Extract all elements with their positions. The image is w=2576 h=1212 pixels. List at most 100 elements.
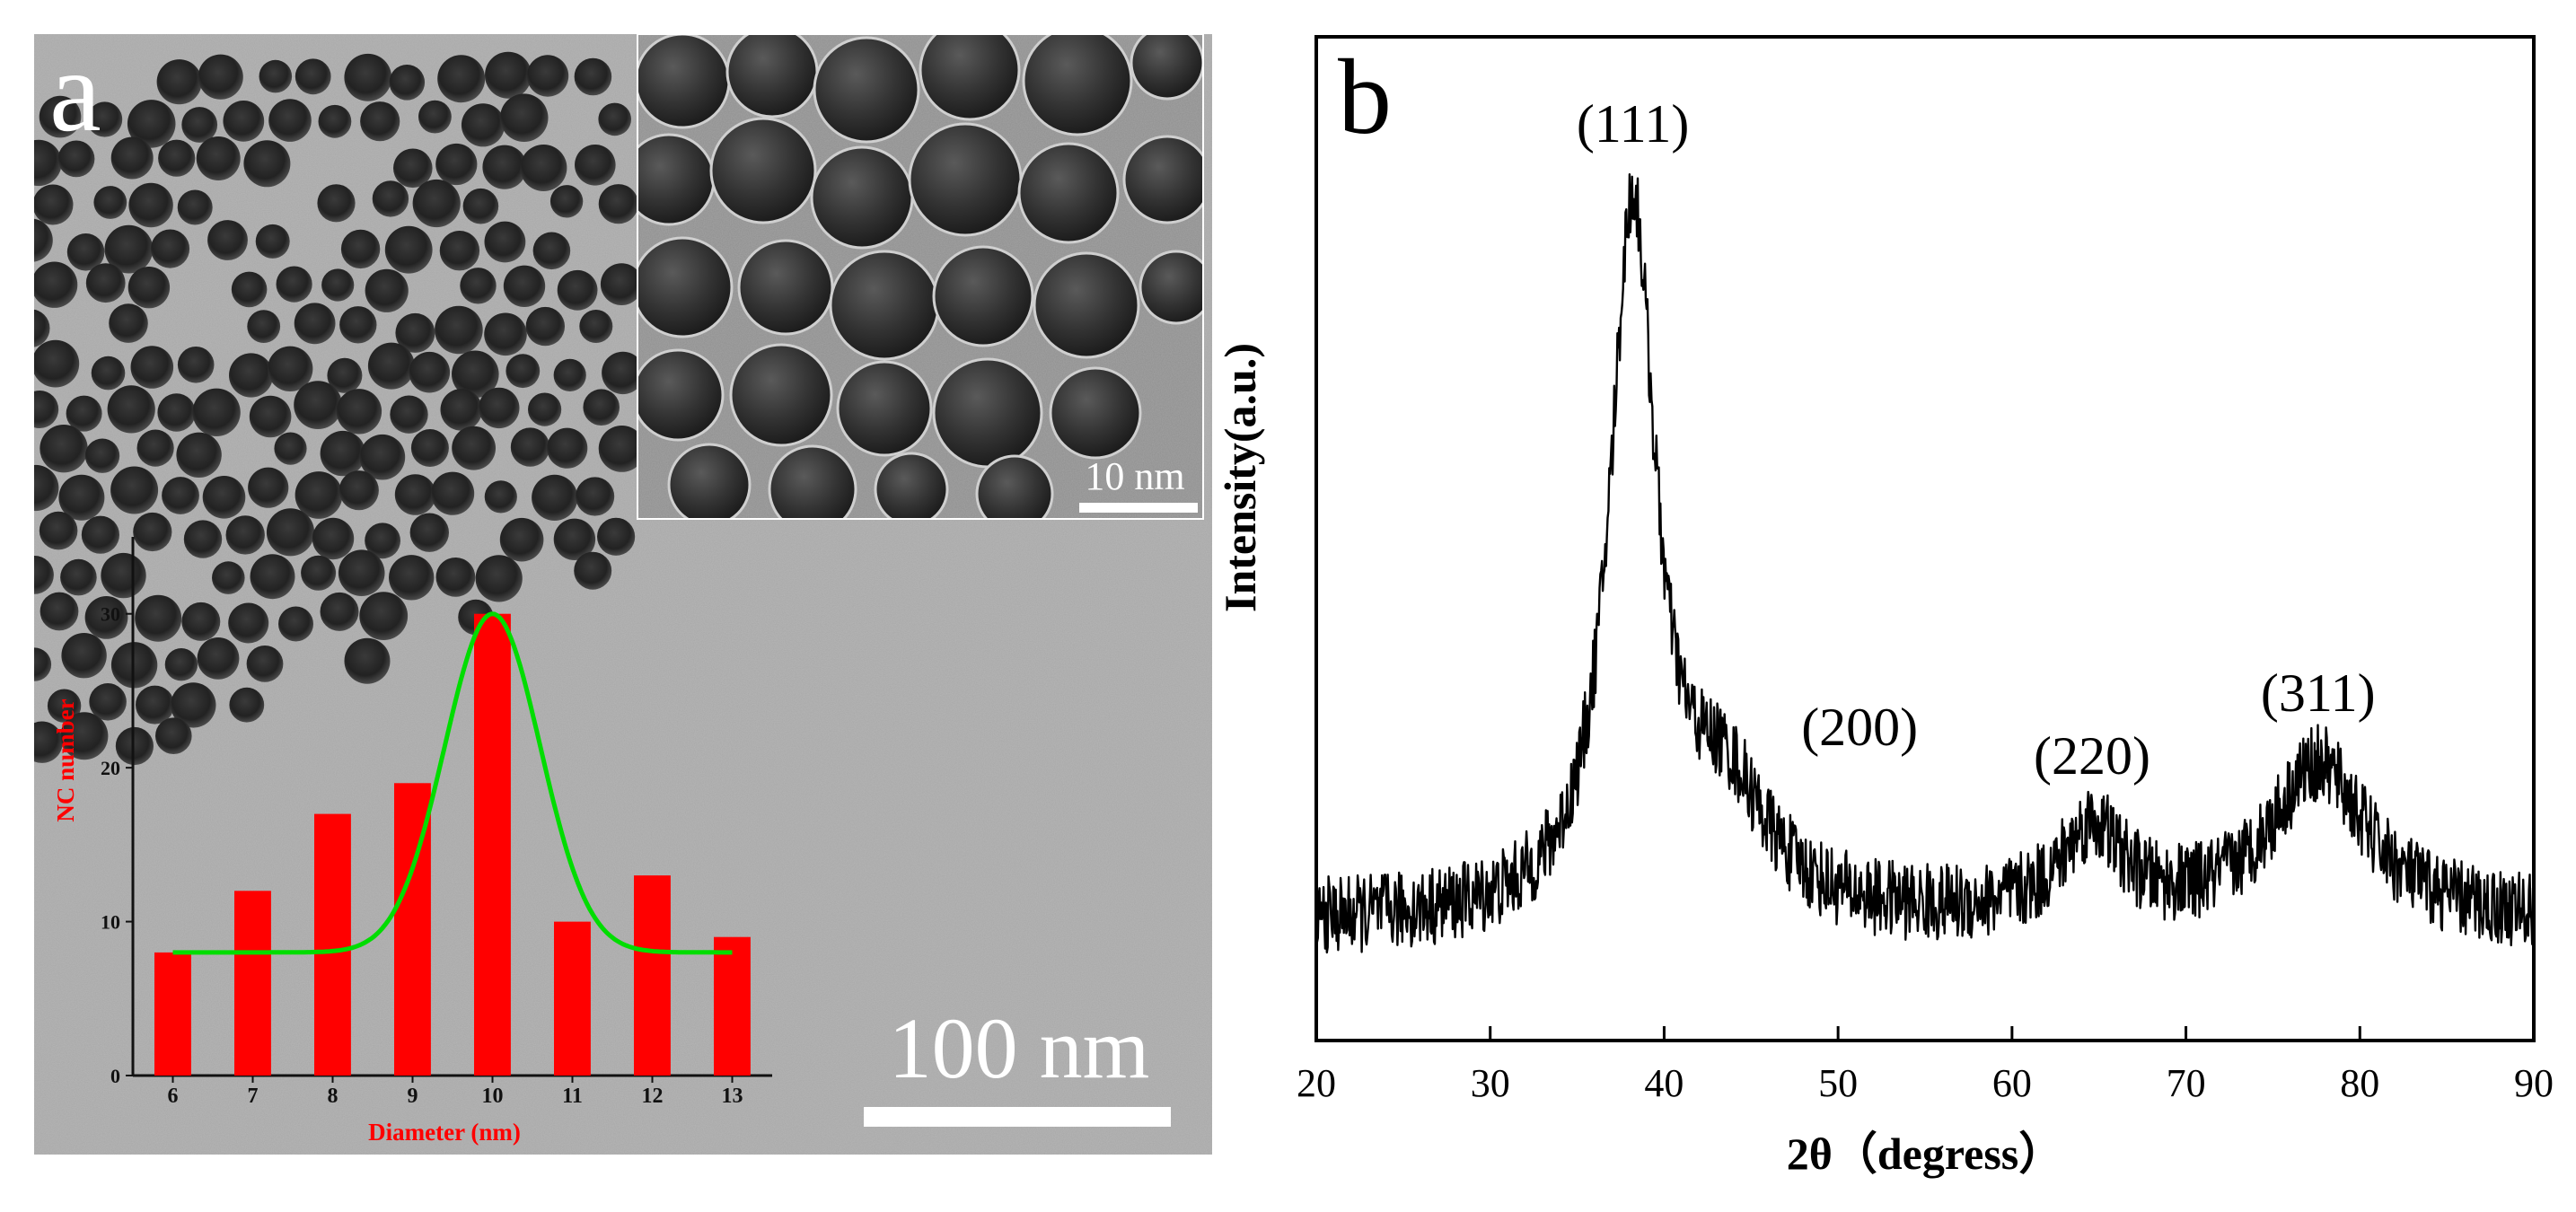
nanoparticle	[84, 438, 120, 473]
nanoparticle	[155, 717, 192, 754]
nanoparticle	[547, 427, 588, 469]
nanoparticle	[34, 556, 54, 594]
nanoparticle	[58, 474, 105, 521]
histogram-x-tick-label: 13	[722, 1085, 743, 1108]
histogram-bars	[154, 613, 751, 1076]
inset-nanoparticle	[1130, 34, 1203, 101]
xrd-x-tick-label: 20	[1297, 1061, 1336, 1105]
nanoparticle	[207, 220, 248, 260]
inset-nanoparticle	[874, 452, 949, 519]
nanoparticle	[344, 637, 391, 684]
nanoparticle	[110, 136, 154, 180]
nanoparticle	[34, 184, 74, 225]
xrd-chart: 20 30 40 50 60 70 80 90 (111)(200) (220)(311) b …	[1215, 35, 2554, 1179]
nanoparticle	[115, 726, 154, 766]
nanoparticle	[367, 342, 415, 390]
nanoparticle	[557, 269, 598, 311]
xrd-ylabel: Intensity(a.u.)	[1215, 343, 1265, 612]
inset-nanoparticle	[1022, 34, 1133, 136]
inset-nanoparticle	[932, 357, 1043, 469]
histogram-y-tick-label: 20	[101, 757, 120, 779]
nanoparticle	[602, 351, 645, 395]
xrd-x-tick-label: 90	[2514, 1061, 2554, 1105]
histogram-x-tick-label: 6	[168, 1085, 179, 1108]
xrd-x-tick-label: 50	[1818, 1061, 1858, 1105]
nanoparticle	[177, 347, 215, 383]
nanoparticle	[278, 606, 313, 642]
nanoparticle	[435, 143, 478, 186]
nanoparticle	[212, 561, 245, 594]
nanoparticle	[503, 265, 546, 307]
nanoparticle	[295, 58, 331, 95]
nanoparticle	[321, 268, 355, 302]
nanoparticle	[340, 229, 381, 269]
nanoparticle	[274, 432, 307, 465]
nanoparticle	[110, 642, 158, 689]
nanoparticle	[339, 306, 377, 344]
tem-scale-bar-label: 100 nm	[889, 1000, 1150, 1096]
nanoparticle	[460, 268, 497, 304]
nanoparticle	[372, 180, 409, 217]
nanoparticle	[549, 185, 584, 218]
nanoparticle	[101, 552, 146, 599]
nanoparticle	[156, 59, 202, 105]
nanoparticle	[452, 426, 496, 470]
nanoparticle	[598, 426, 646, 472]
nanoparticle	[600, 263, 643, 305]
nanoparticle	[435, 558, 476, 597]
inset-nanoparticle	[829, 250, 940, 361]
nanoparticle	[39, 95, 82, 138]
nanoparticle	[40, 425, 88, 473]
nanoparticle	[196, 136, 241, 180]
nanoparticle	[462, 188, 499, 224]
nanoparticle	[409, 513, 449, 552]
nanoparticle	[579, 310, 613, 343]
nanoparticle	[34, 139, 62, 187]
nanoparticle	[532, 474, 578, 522]
nanoparticle	[435, 305, 483, 355]
inset-nanoparticle	[908, 122, 1023, 237]
size-distribution-histogram: 6 7 8 9 10 11 12 13 0 10 20 30 Diameter (nm) NC num…	[52, 537, 772, 1146]
nanoparticle	[228, 602, 269, 644]
nanoparticle	[225, 515, 265, 555]
nanoparticle	[266, 508, 315, 557]
nanoparticle	[410, 429, 449, 467]
nanoparticle	[110, 466, 159, 514]
nanoparticle	[439, 231, 480, 271]
nanoparticle	[384, 225, 433, 274]
nanoparticle	[107, 385, 155, 434]
nanoparticle	[268, 346, 313, 391]
nanoparticle	[91, 356, 126, 391]
nanoparticle	[390, 395, 428, 434]
inset-nanoparticle	[637, 34, 731, 129]
xrd-x-tick-label: 40	[1644, 1061, 1684, 1105]
gaussian-fit-curve	[172, 611, 733, 955]
nanoparticle	[528, 392, 562, 426]
nanoparticle	[268, 99, 312, 142]
nanoparticle	[84, 596, 128, 639]
nanoparticle	[389, 555, 435, 601]
nanoparticle	[360, 101, 400, 142]
nanoparticle	[61, 633, 107, 679]
nanoparticle	[192, 388, 241, 436]
nanoparticle	[482, 145, 527, 189]
histogram-bar-7	[234, 891, 271, 1076]
nanoparticle	[34, 721, 63, 763]
xrd-pattern-line	[1314, 173, 2536, 954]
nanoparticle	[250, 554, 295, 600]
nanoparticle	[484, 221, 526, 263]
inset-nanoparticle	[813, 36, 920, 144]
inset-hrtem: 10 nm	[637, 33, 1204, 520]
inset-nanoparticle	[932, 245, 1034, 347]
nanoparticle	[198, 54, 243, 100]
nanoparticle	[461, 103, 506, 147]
nanoparticle	[34, 261, 78, 308]
nanoparticle	[499, 517, 544, 562]
nanoparticle	[526, 55, 569, 97]
nanoparticle	[34, 339, 80, 388]
nanoparticle	[484, 480, 517, 514]
panel-b-label: b	[1338, 37, 1392, 156]
histogram-bar-8	[314, 813, 351, 1076]
